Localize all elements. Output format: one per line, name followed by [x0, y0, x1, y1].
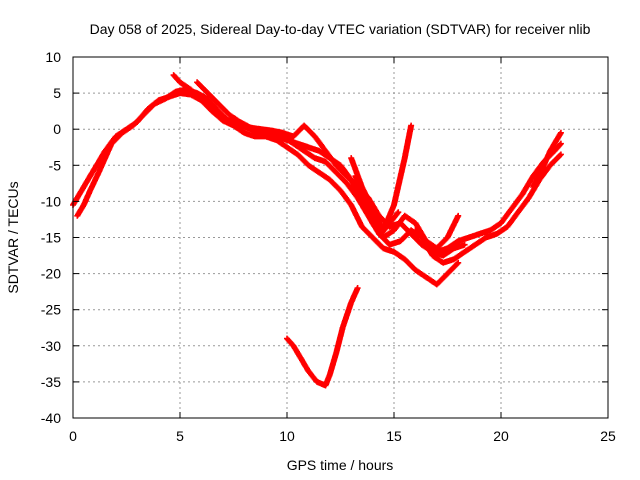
y-tick-label: -15	[41, 230, 61, 246]
series-markers	[74, 86, 564, 266]
series-track-g	[412, 212, 462, 252]
series-markers	[412, 212, 462, 252]
series-track-f	[352, 173, 402, 237]
x-tick-label: 15	[386, 428, 402, 444]
y-tick-label: -25	[41, 302, 61, 318]
y-axis-label: SDTVAR / TECUs	[5, 181, 21, 293]
series-markers	[530, 129, 564, 190]
chart-title: Day 058 of 2025, Sidereal Day-to-day VTE…	[90, 21, 591, 37]
y-tick-label: -10	[41, 193, 61, 209]
y-tick-label: -40	[41, 410, 61, 426]
y-tick-label: 0	[53, 121, 61, 137]
y-axis: 10 5 0 -5 -10 -15 -20 -25 -30 -35 -40	[41, 49, 608, 426]
x-tick-label: 25	[600, 428, 616, 444]
x-tick-label: 0	[69, 428, 77, 444]
series-track-h	[284, 285, 361, 389]
y-tick-label: -35	[41, 374, 61, 390]
x-tick-label: 10	[279, 428, 295, 444]
x-axis: 0 5 10 15 20 25	[69, 57, 616, 444]
series-track-i	[530, 129, 564, 190]
y-tick-label: -20	[41, 266, 61, 282]
series-track-b	[74, 86, 564, 266]
x-tick-label: 5	[176, 428, 184, 444]
series-track-c	[170, 72, 462, 288]
x-tick-label: 20	[493, 428, 509, 444]
series-markers	[170, 72, 462, 288]
data-points	[70, 72, 564, 389]
y-tick-label: 10	[45, 49, 61, 65]
x-axis-label: GPS time / hours	[287, 457, 394, 473]
y-tick-label: 5	[53, 85, 61, 101]
series-markers	[284, 285, 361, 389]
y-tick-label: -30	[41, 338, 61, 354]
y-tick-label: -5	[49, 157, 62, 173]
series-markers	[352, 173, 402, 237]
